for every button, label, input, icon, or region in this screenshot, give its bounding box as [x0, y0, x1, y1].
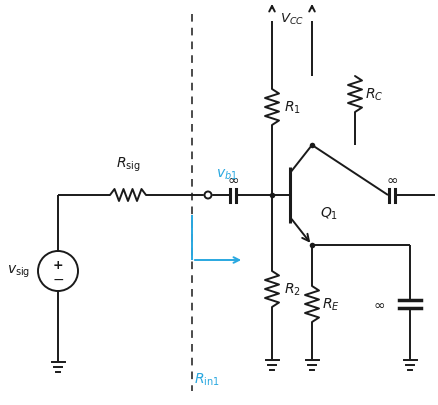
Text: $R_1$: $R_1$ [284, 100, 301, 116]
Text: $R_C$: $R_C$ [365, 87, 383, 103]
Text: $R_E$: $R_E$ [322, 296, 340, 312]
Text: $\infty$: $\infty$ [386, 173, 398, 187]
Text: $V_{CC}$: $V_{CC}$ [280, 12, 304, 27]
Text: $Q_1$: $Q_1$ [320, 205, 338, 222]
Text: $\infty$: $\infty$ [373, 297, 385, 311]
Text: $R_\mathrm{in1}$: $R_\mathrm{in1}$ [194, 371, 220, 387]
Text: $-$: $-$ [52, 271, 64, 285]
Circle shape [205, 192, 212, 199]
Text: $v_{b1}$: $v_{b1}$ [216, 167, 238, 181]
Text: $v_\mathrm{sig}$: $v_\mathrm{sig}$ [7, 263, 30, 279]
Text: +: + [53, 259, 64, 272]
Text: $R_\mathrm{sig}$: $R_\mathrm{sig}$ [116, 155, 140, 174]
Text: $\infty$: $\infty$ [227, 173, 239, 187]
Text: $R_2$: $R_2$ [284, 281, 301, 297]
